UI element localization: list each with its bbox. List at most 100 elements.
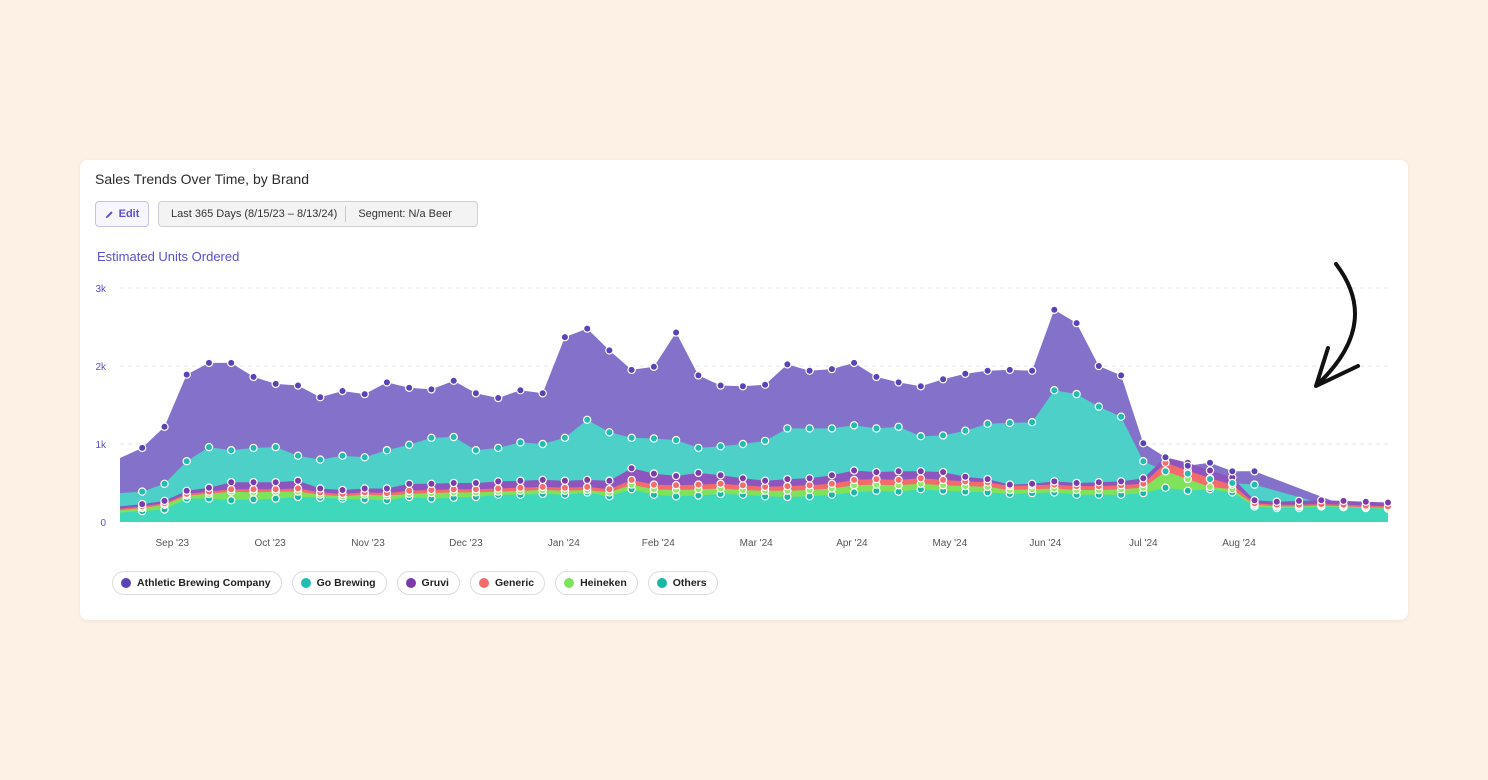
data-point[interactable] — [1294, 496, 1304, 506]
data-point[interactable] — [360, 484, 369, 493]
data-point[interactable] — [382, 484, 392, 493]
data-point[interactable] — [338, 451, 347, 460]
data-point[interactable] — [1005, 365, 1015, 375]
data-point[interactable] — [805, 424, 814, 433]
data-point[interactable] — [738, 382, 748, 391]
data-point[interactable] — [138, 499, 147, 509]
data-point[interactable] — [872, 467, 881, 477]
data-point[interactable] — [315, 484, 325, 493]
legend-item[interactable]: Athletic Brewing Company — [112, 571, 282, 595]
data-point[interactable] — [182, 370, 191, 379]
data-point[interactable] — [494, 484, 503, 493]
data-point[interactable] — [1339, 496, 1348, 506]
data-point[interactable] — [1050, 477, 1059, 486]
data-point[interactable] — [538, 389, 547, 398]
data-point[interactable] — [938, 467, 948, 477]
data-point[interactable] — [293, 484, 303, 493]
legend-item[interactable]: Generic — [469, 571, 546, 595]
data-point[interactable] — [783, 481, 792, 491]
data-point[interactable] — [1072, 318, 1081, 328]
data-point[interactable] — [894, 422, 903, 431]
data-point[interactable] — [516, 438, 525, 447]
data-point[interactable] — [538, 439, 547, 449]
data-point[interactable] — [182, 486, 191, 495]
data-point[interactable] — [827, 424, 837, 433]
data-point[interactable] — [226, 485, 236, 494]
date-range-filter[interactable]: Last 365 Days (8/15/23 – 8/13/24) — [171, 208, 338, 220]
data-point[interactable] — [583, 475, 592, 485]
data-point[interactable] — [1116, 477, 1126, 486]
data-point[interactable] — [160, 496, 169, 506]
data-point[interactable] — [560, 483, 570, 492]
data-point[interactable] — [1205, 458, 1215, 467]
data-point[interactable] — [1072, 389, 1081, 399]
data-point[interactable] — [1228, 478, 1237, 488]
data-point[interactable] — [405, 486, 414, 495]
data-point[interactable] — [938, 375, 948, 384]
data-point[interactable] — [494, 393, 503, 403]
data-point[interactable] — [1005, 418, 1015, 428]
data-point[interactable] — [427, 385, 436, 394]
data-point[interactable] — [160, 479, 169, 488]
data-point[interactable] — [938, 475, 948, 485]
data-point[interactable] — [716, 471, 725, 480]
data-point[interactable] — [872, 474, 881, 484]
data-point[interactable] — [649, 362, 659, 371]
data-point[interactable] — [849, 466, 859, 475]
data-point[interactable] — [226, 446, 236, 455]
data-point[interactable] — [627, 475, 636, 485]
data-point[interactable] — [138, 487, 147, 496]
data-point[interactable] — [1116, 371, 1126, 380]
data-point[interactable] — [961, 472, 970, 481]
data-point[interactable] — [627, 433, 636, 442]
data-point[interactable] — [1361, 497, 1371, 506]
data-point[interactable] — [827, 471, 837, 480]
data-point[interactable] — [627, 464, 636, 473]
data-point[interactable] — [1250, 467, 1259, 476]
data-point[interactable] — [738, 474, 748, 483]
data-point[interactable] — [516, 385, 525, 395]
data-point[interactable] — [983, 474, 992, 484]
data-point[interactable] — [1027, 479, 1037, 488]
data-point[interactable] — [605, 428, 614, 437]
data-point[interactable] — [916, 382, 926, 391]
data-point[interactable] — [427, 479, 436, 488]
data-point[interactable] — [1005, 480, 1015, 489]
data-point[interactable] — [271, 379, 280, 389]
data-point[interactable] — [627, 365, 636, 375]
data-point[interactable] — [1094, 478, 1104, 487]
data-point[interactable] — [783, 474, 792, 484]
data-point[interactable] — [293, 476, 303, 485]
data-point[interactable] — [360, 389, 369, 399]
data-point[interactable] — [1050, 385, 1059, 395]
data-point[interactable] — [1205, 474, 1215, 484]
data-point[interactable] — [360, 453, 369, 462]
data-point[interactable] — [249, 485, 258, 494]
data-point[interactable] — [160, 422, 169, 431]
legend-item[interactable]: Gruvi — [396, 571, 460, 595]
data-point[interactable] — [204, 358, 214, 368]
data-point[interactable] — [694, 443, 703, 453]
data-point[interactable] — [1027, 418, 1037, 427]
data-point[interactable] — [471, 389, 481, 398]
data-point[interactable] — [805, 366, 814, 375]
data-point[interactable] — [894, 467, 903, 476]
data-point[interactable] — [649, 434, 659, 443]
data-point[interactable] — [894, 378, 903, 387]
legend-item[interactable]: Heineken — [555, 571, 638, 595]
data-point[interactable] — [716, 442, 725, 451]
data-point[interactable] — [338, 386, 347, 396]
data-point[interactable] — [471, 478, 481, 488]
data-point[interactable] — [760, 436, 770, 446]
data-point[interactable] — [716, 479, 725, 488]
data-point[interactable] — [872, 372, 881, 382]
data-point[interactable] — [605, 485, 614, 494]
data-point[interactable] — [671, 481, 681, 490]
data-point[interactable] — [138, 443, 147, 453]
data-point[interactable] — [1183, 486, 1193, 495]
data-point[interactable] — [716, 381, 725, 390]
data-point[interactable] — [271, 442, 280, 452]
data-point[interactable] — [1250, 496, 1259, 505]
data-point[interactable] — [271, 485, 280, 494]
data-point[interactable] — [849, 488, 859, 497]
